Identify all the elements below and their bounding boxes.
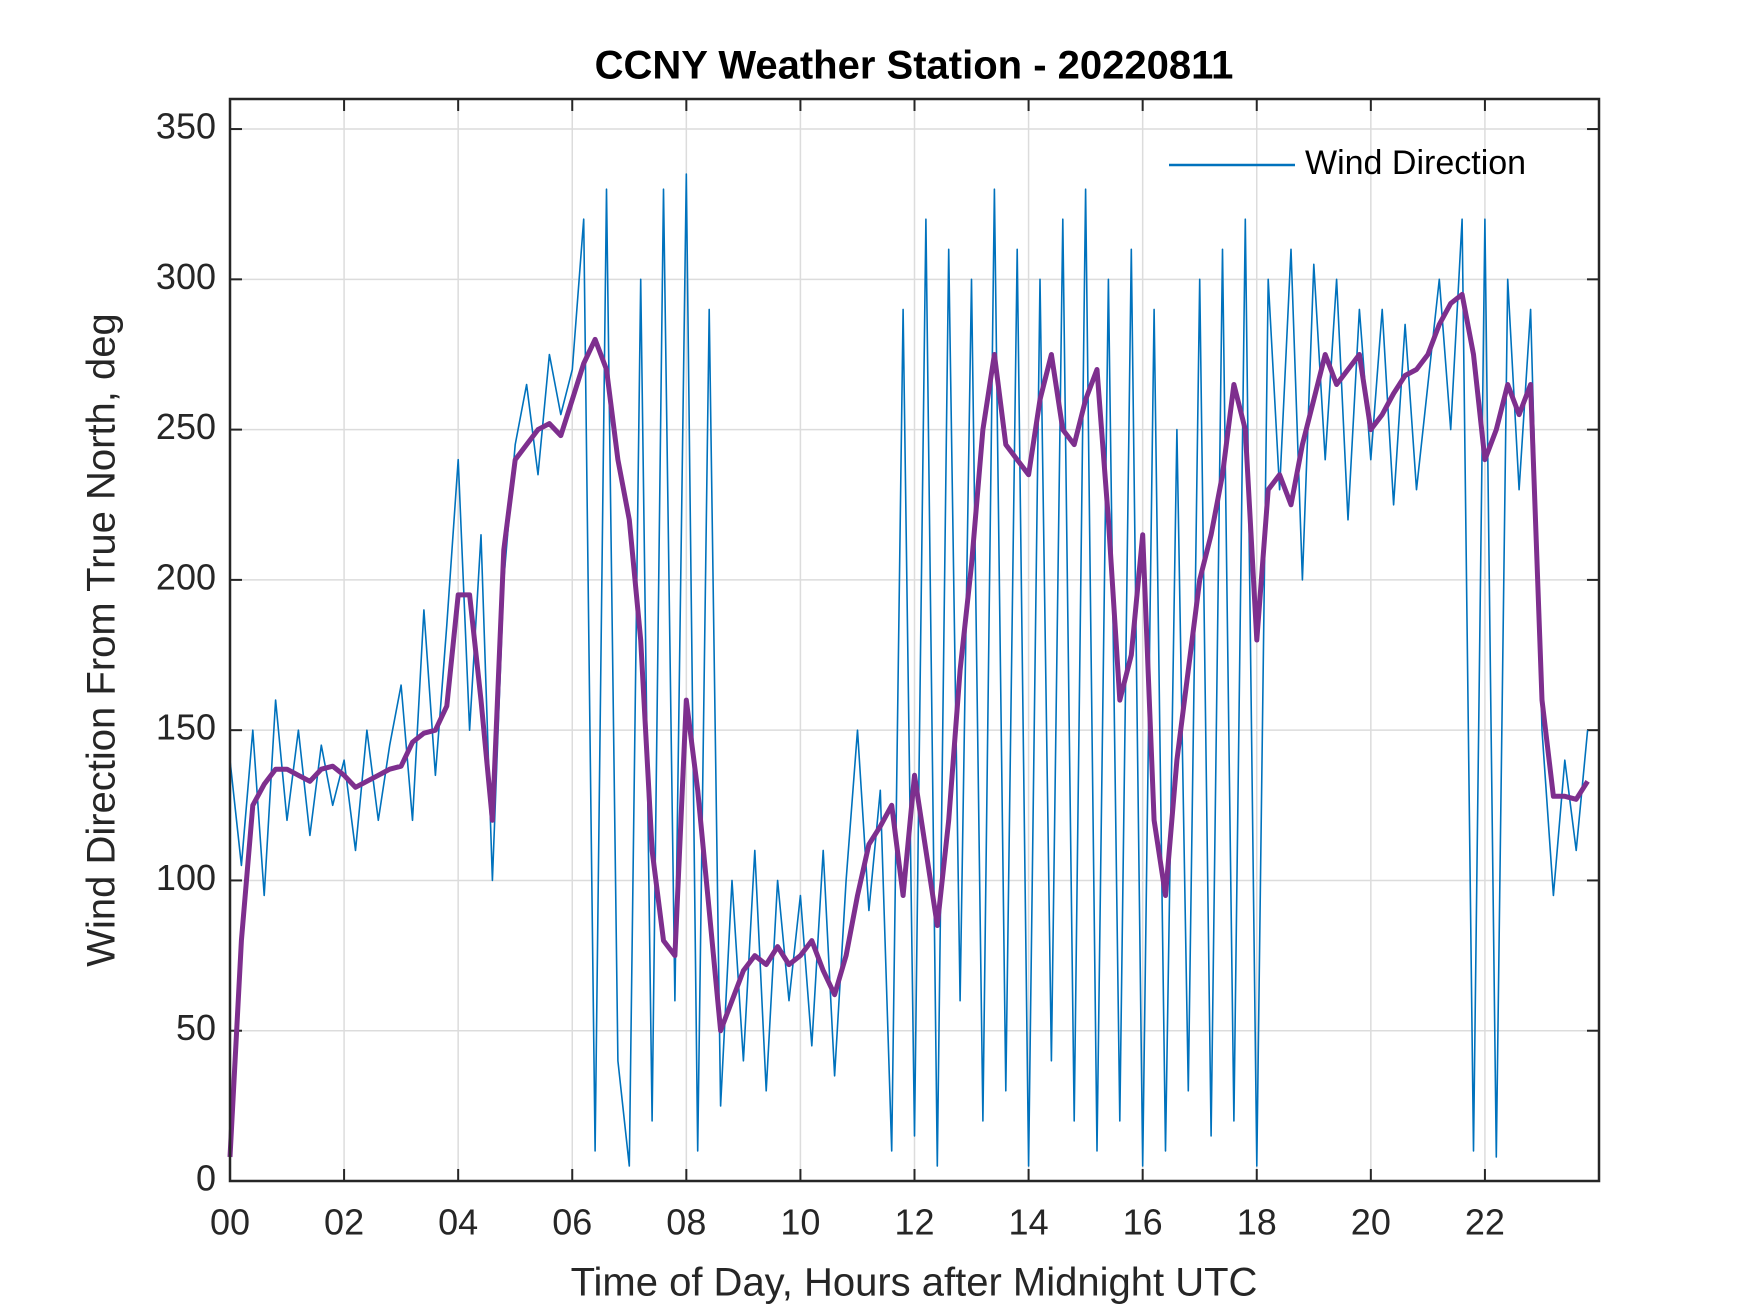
data-line — [227, 291, 1590, 1158]
y-tick-label: 100 — [156, 857, 216, 898]
y-axis-label: Wind Direction From True North, deg — [80, 313, 124, 967]
x-tick-label: 22 — [1465, 1202, 1505, 1243]
x-tick-label: 04 — [438, 1202, 478, 1243]
x-tick-label: 08 — [666, 1202, 706, 1243]
y-tick-label: 350 — [156, 106, 216, 147]
y-tick-label: 150 — [156, 707, 216, 748]
y-tick-label: 250 — [156, 406, 216, 447]
x-tick-label: 20 — [1351, 1202, 1391, 1243]
x-tick-label: 12 — [894, 1202, 934, 1243]
x-axis-label: Time of Day, Hours after Midnight UTC — [571, 1261, 1258, 1305]
x-tick-label: 00 — [210, 1202, 250, 1243]
x-tick-label: 02 — [324, 1202, 364, 1243]
axes-box — [228, 97, 1601, 1183]
x-tick-label: 06 — [552, 1202, 592, 1243]
x-tick-label: 14 — [1009, 1202, 1049, 1243]
legend-label: Wind Direction — [1305, 144, 1526, 182]
y-tick-label: 50 — [176, 1007, 216, 1048]
x-tick-label: 10 — [780, 1202, 820, 1243]
y-tick-label: 200 — [156, 556, 216, 597]
chart-title: CCNY Weather Station - 20220811 — [595, 44, 1234, 88]
x-tick-label: 18 — [1237, 1202, 1277, 1243]
data-line — [229, 173, 1589, 1167]
x-tick-label: 16 — [1123, 1202, 1163, 1243]
y-tick-label: 300 — [156, 256, 216, 297]
y-tick-label: 0 — [196, 1158, 216, 1199]
